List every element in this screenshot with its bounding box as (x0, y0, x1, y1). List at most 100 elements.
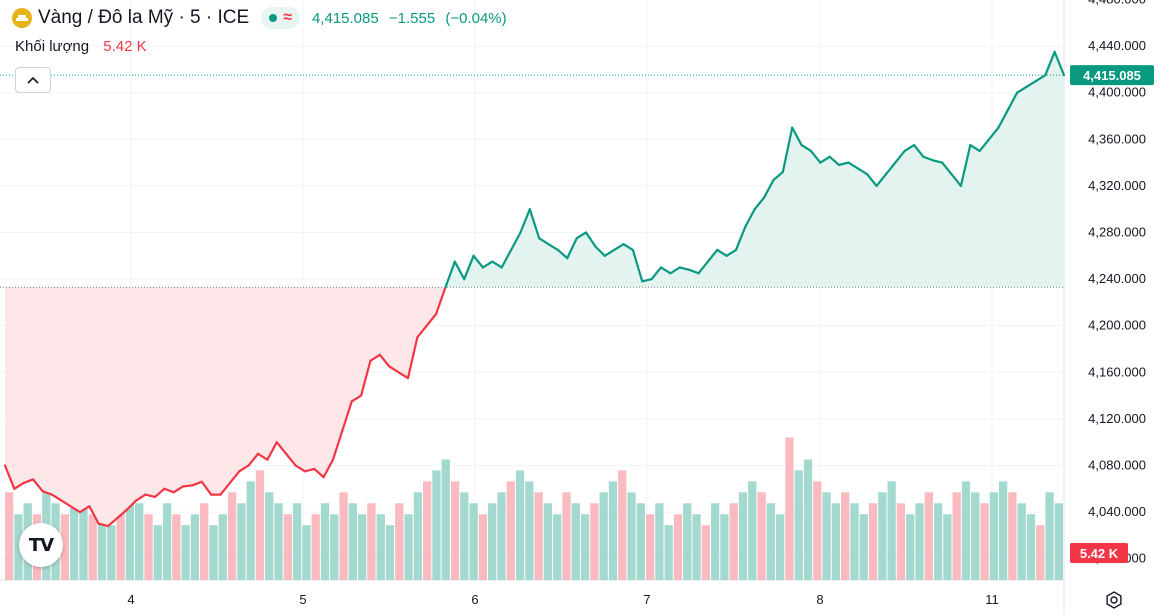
volume-bar (831, 503, 841, 580)
volume-bar (794, 470, 803, 580)
price-line-segment (200, 480, 213, 496)
price-change-pct: (−0.04%) (445, 9, 507, 27)
volume-bar (887, 481, 896, 580)
price-axis[interactable]: 4,000.0004,040.0004,080.0004,120.0004,16… (1088, 0, 1146, 566)
volume-label[interactable]: Khối lượng (15, 38, 90, 55)
volume-bar (283, 514, 292, 580)
volume-bar (850, 503, 859, 580)
y-tick-label: 4,280.000 (1088, 224, 1146, 239)
volume-bar (135, 503, 144, 580)
volume-bar (562, 492, 571, 580)
volume-bar (961, 481, 971, 580)
symbol-title[interactable]: Vàng / Đô la Mỹ · 5 · ICE (38, 7, 250, 28)
volume-bar (144, 514, 153, 580)
price-line-segment (135, 493, 147, 502)
volume-bar (395, 503, 404, 580)
chevron-up-icon (27, 76, 39, 84)
volume-bar (218, 514, 227, 580)
price-line-segment (631, 248, 644, 283)
price-line-segment (322, 458, 335, 479)
volume-bar (841, 492, 850, 580)
volume-bar (571, 503, 580, 580)
price-line-segment (556, 248, 569, 260)
price-line-segment (360, 359, 372, 397)
volume-bar (998, 481, 1008, 580)
price-line-segment (622, 243, 635, 252)
gold-coin-icon[interactable] (12, 8, 32, 28)
volume-bar (246, 481, 255, 580)
volume-bar (822, 492, 831, 580)
volume-tag (1070, 543, 1128, 563)
volume-bar (525, 481, 534, 580)
price-line-segment (238, 464, 250, 473)
price-line-segment (266, 441, 278, 461)
price-line-segment (959, 144, 972, 187)
volume-bar (358, 514, 367, 580)
price-line-segment (416, 324, 428, 339)
chart-settings-button[interactable] (1102, 588, 1126, 612)
volume-bar (79, 503, 88, 580)
volume-bar (924, 492, 933, 580)
volume-tag-label: 5.42 K (1080, 546, 1119, 561)
price-line-segment (725, 248, 738, 257)
last-price: 4,415.085 (311, 9, 379, 27)
volume-bar (766, 503, 776, 580)
gear-icon (1106, 591, 1122, 609)
price-line-segment (1053, 50, 1066, 77)
price-line-segment (603, 248, 616, 257)
x-tick-label: 8 (816, 592, 823, 607)
volume-bar (107, 525, 116, 580)
quote: 4,415.085 −1.555 (−0.04%) (312, 10, 513, 27)
price-line-segment (781, 126, 794, 174)
volume-bar (590, 503, 599, 580)
wave-icon: ≈ (283, 9, 292, 26)
volume-bar (859, 514, 868, 580)
price-line-segment (594, 245, 606, 257)
collapse-legend-button[interactable] (15, 67, 51, 93)
up-area-fill (5, 51, 1064, 288)
price-line-segment (500, 248, 513, 269)
price-line-segment (669, 266, 681, 275)
x-tick-label: 6 (471, 592, 478, 607)
volume-bar (692, 514, 701, 580)
price-line-segment (481, 260, 494, 269)
price-line-segment (219, 481, 232, 496)
volume-bar (255, 470, 265, 580)
price-line-segment (163, 487, 175, 494)
price-line-segment (453, 260, 466, 281)
volume-bar (534, 492, 543, 580)
tradingview-logo[interactable]: TV (19, 523, 63, 567)
volume-bar (896, 503, 906, 580)
volume-bar (209, 525, 218, 580)
area-fill (5, 51, 1064, 527)
price-line-segment (912, 144, 925, 158)
volume-bar (265, 492, 274, 580)
price-line-segment (78, 505, 91, 514)
market-status[interactable]: ≈ (261, 7, 300, 29)
price-line-segment (116, 508, 128, 520)
y-tick-label: 4,320.000 (1088, 178, 1146, 193)
volume-bar (636, 503, 645, 580)
price-line-segment (706, 248, 719, 263)
volume-bar (664, 525, 673, 580)
volume-bar (785, 437, 794, 580)
volume-bar (423, 481, 432, 580)
volume-bar (488, 503, 497, 580)
price-line-segment (50, 493, 63, 502)
y-tick-label: 4,240.000 (1088, 271, 1146, 286)
y-tick-label: 4,360.000 (1088, 131, 1146, 146)
volume-bar (878, 492, 887, 580)
y-tick-label: 4,120.000 (1088, 411, 1146, 426)
volume-bar (88, 514, 97, 580)
volume-bar (162, 503, 172, 580)
volume-bar (376, 514, 385, 580)
volume-bar (757, 492, 766, 580)
price-line-segment (472, 254, 485, 269)
time-axis[interactable]: 4 5 6 7 8 11 (127, 592, 998, 607)
volume-bar (478, 514, 488, 580)
price-line-segment (285, 452, 297, 467)
down-area-fill (5, 287, 1064, 527)
price-line-segment (716, 248, 728, 257)
y-tick-label: 4,160.000 (1088, 364, 1146, 379)
